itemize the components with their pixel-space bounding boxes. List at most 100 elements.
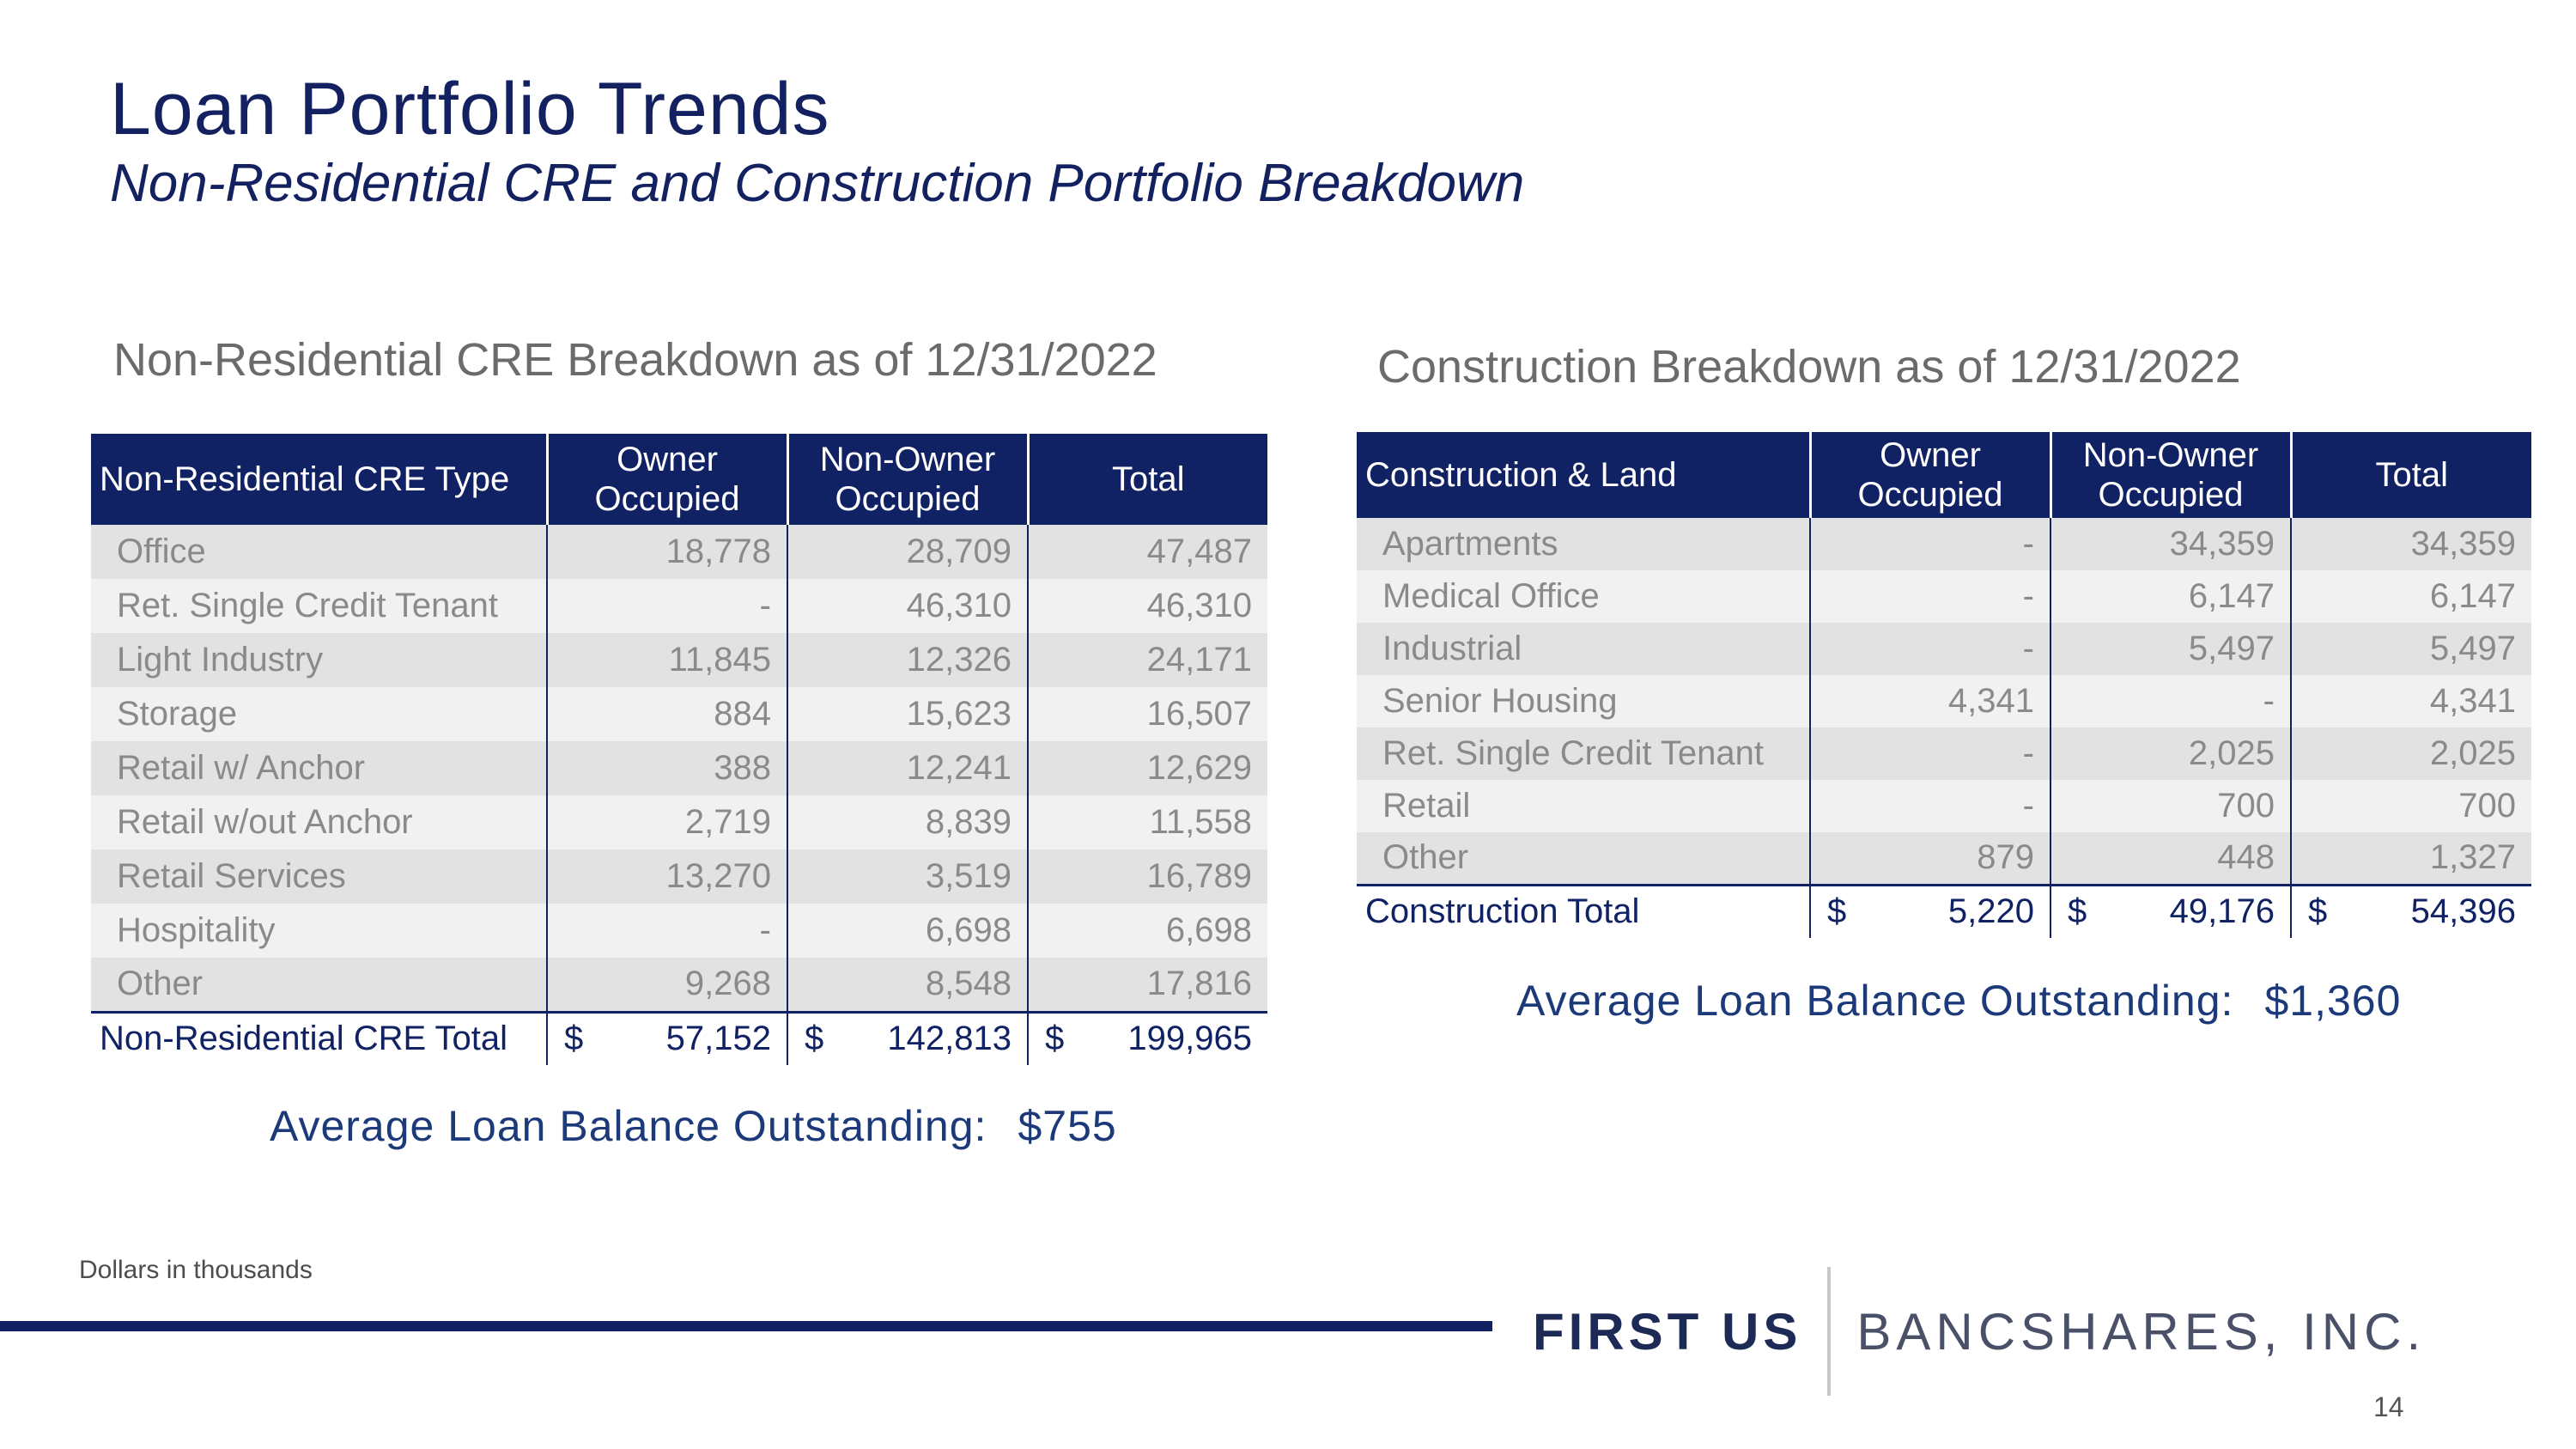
table-row: Other 9,268 8,548 17,816: [91, 958, 1267, 1012]
cell-total: 6,147: [2290, 570, 2531, 623]
cell-type: Other: [1357, 832, 1810, 885]
cell-type: Ret. Single Credit Tenant: [1357, 728, 1810, 780]
cell-owner: 884: [546, 687, 787, 741]
cre-average-value: $755: [1018, 1102, 1117, 1150]
table-row: Senior Housing 4,341-4,341: [1357, 675, 2531, 728]
table-row: Storage 884 15,623 16,507: [91, 687, 1267, 741]
cell-nonowner: 34,359: [2050, 518, 2291, 570]
construction-col-owner: Owner Occupied: [1808, 432, 2050, 518]
cell-type: Retail: [1357, 780, 1810, 832]
cell-total: 46,310: [1027, 579, 1267, 633]
table-row: Industrial -5,497 5,497: [1357, 623, 2531, 675]
footer-rule: [0, 1321, 1492, 1331]
cell-total: 2,025: [2290, 728, 2531, 780]
cell-type: Industrial: [1357, 623, 1810, 675]
construction-total-owner: $5,220: [1809, 883, 2050, 938]
cell-owner: -: [1809, 518, 2050, 570]
construction-average-value: $1,360: [2264, 977, 2402, 1025]
cell-nonowner: 6,698: [787, 904, 1028, 958]
table-row: Retail w/out Anchor 2,719 8,839 11,558: [91, 795, 1267, 849]
cell-owner: 13,270: [546, 849, 787, 904]
table-row: Hospitality -6,698 6,698: [91, 904, 1267, 958]
table-row: Retail Services 13,270 3,519 16,789: [91, 849, 1267, 904]
cell-owner: -: [1809, 623, 2050, 675]
cell-total: 700: [2290, 780, 2531, 832]
table-row: Light Industry 11,845 12,326 24,171: [91, 633, 1267, 687]
cell-total: 17,816: [1027, 958, 1267, 1012]
cell-owner: 11,845: [546, 633, 787, 687]
cell-type: Apartments: [1357, 518, 1810, 570]
cell-nonowner: 28,709: [787, 525, 1028, 579]
cre-col-total: Total: [1026, 434, 1267, 525]
units-footnote: Dollars in thousands: [79, 1256, 313, 1284]
cell-owner: -: [546, 904, 787, 958]
cell-type: Office: [91, 525, 547, 579]
cell-owner: 4,341: [1809, 675, 2050, 728]
cell-nonowner: 700: [2050, 780, 2291, 832]
page-subtitle: Non-Residential CRE and Construction Por…: [110, 154, 1525, 213]
cell-nonowner: 15,623: [787, 687, 1028, 741]
cre-total-owner: $57,152: [546, 1010, 787, 1065]
construction-total-label: Construction Total: [1357, 883, 1810, 938]
cre-total-label: Non-Residential CRE Total: [91, 1010, 547, 1065]
cell-type: Senior Housing: [1357, 675, 1810, 728]
construction-average-balance: Average Loan Balance Outstanding: $1,360: [1516, 976, 2401, 1026]
cell-total: 6,698: [1027, 904, 1267, 958]
cre-col-type: Non-Residential CRE Type: [91, 434, 547, 525]
cell-owner: -: [1809, 780, 2050, 832]
table-row: Office 18,778 28,709 47,487: [91, 525, 1267, 579]
cell-total: 1,327: [2290, 832, 2531, 885]
cell-total: 16,789: [1027, 849, 1267, 904]
cell-type: Retail w/ Anchor: [91, 741, 547, 795]
cell-total: 11,558: [1027, 795, 1267, 849]
cell-type: Ret. Single Credit Tenant: [91, 579, 547, 633]
table-row: Ret. Single Credit Tenant -46,310 46,310: [91, 579, 1267, 633]
cell-type: Medical Office: [1357, 570, 1810, 623]
table-row: Retail -700 700: [1357, 780, 2531, 832]
cre-table: Non-Residential CRE Type Owner Occupied …: [91, 434, 1267, 1065]
cell-owner: -: [546, 579, 787, 633]
page-title: Loan Portfolio Trends: [110, 68, 830, 150]
table-row: Retail w/ Anchor 388 12,241 12,629: [91, 741, 1267, 795]
cre-total-total: $199,965: [1027, 1010, 1267, 1065]
construction-section-title: Construction Breakdown as of 12/31/2022: [1377, 341, 2241, 393]
cell-nonowner: 3,519: [787, 849, 1028, 904]
cell-nonowner: 2,025: [2050, 728, 2291, 780]
logo-wordmark-light: BANCSHARES, INC.: [1856, 1302, 2427, 1361]
construction-table: Construction & Land Owner Occupied Non-O…: [1357, 432, 2531, 938]
cell-owner: 879: [1809, 832, 2050, 885]
cell-type: Light Industry: [91, 633, 547, 687]
cell-type: Retail Services: [91, 849, 547, 904]
cell-owner: -: [1809, 570, 2050, 623]
cell-nonowner: 8,548: [787, 958, 1028, 1012]
table-row: Other 879 448 1,327: [1357, 832, 2531, 885]
cell-total: 12,629: [1027, 741, 1267, 795]
logo-divider: [1827, 1267, 1832, 1396]
cre-section-title: Non-Residential CRE Breakdown as of 12/3…: [113, 334, 1157, 386]
construction-average-label: Average Loan Balance Outstanding:: [1516, 977, 2234, 1025]
cell-total: 5,497: [2290, 623, 2531, 675]
cell-total: 4,341: [2290, 675, 2531, 728]
cell-nonowner: 8,839: [787, 795, 1028, 849]
cre-average-balance: Average Loan Balance Outstanding: $755: [270, 1101, 1117, 1151]
cre-total-nonowner: $142,813: [787, 1010, 1028, 1065]
cre-average-label: Average Loan Balance Outstanding:: [270, 1102, 987, 1150]
cell-type: Storage: [91, 687, 547, 741]
cell-nonowner: 6,147: [2050, 570, 2291, 623]
cell-type: Other: [91, 958, 547, 1012]
cell-nonowner: 12,326: [787, 633, 1028, 687]
construction-col-nonowner: Non-Owner Occupied: [2049, 432, 2291, 518]
company-logo: FIRST US BANCSHARES, INC.: [1533, 1267, 2427, 1396]
table-row: Apartments -34,359 34,359: [1357, 518, 2531, 570]
cell-owner: 18,778: [546, 525, 787, 579]
cell-nonowner: 12,241: [787, 741, 1028, 795]
cell-type: Hospitality: [91, 904, 547, 958]
table-row: Medical Office -6,147 6,147: [1357, 570, 2531, 623]
cell-nonowner: -: [2050, 675, 2291, 728]
cell-nonowner: 46,310: [787, 579, 1028, 633]
cre-col-nonowner: Non-Owner Occupied: [786, 434, 1028, 525]
cell-total: 16,507: [1027, 687, 1267, 741]
construction-col-total: Total: [2289, 432, 2531, 518]
logo-wordmark-bold: FIRST US: [1533, 1302, 1802, 1361]
cre-col-owner: Owner Occupied: [545, 434, 787, 525]
